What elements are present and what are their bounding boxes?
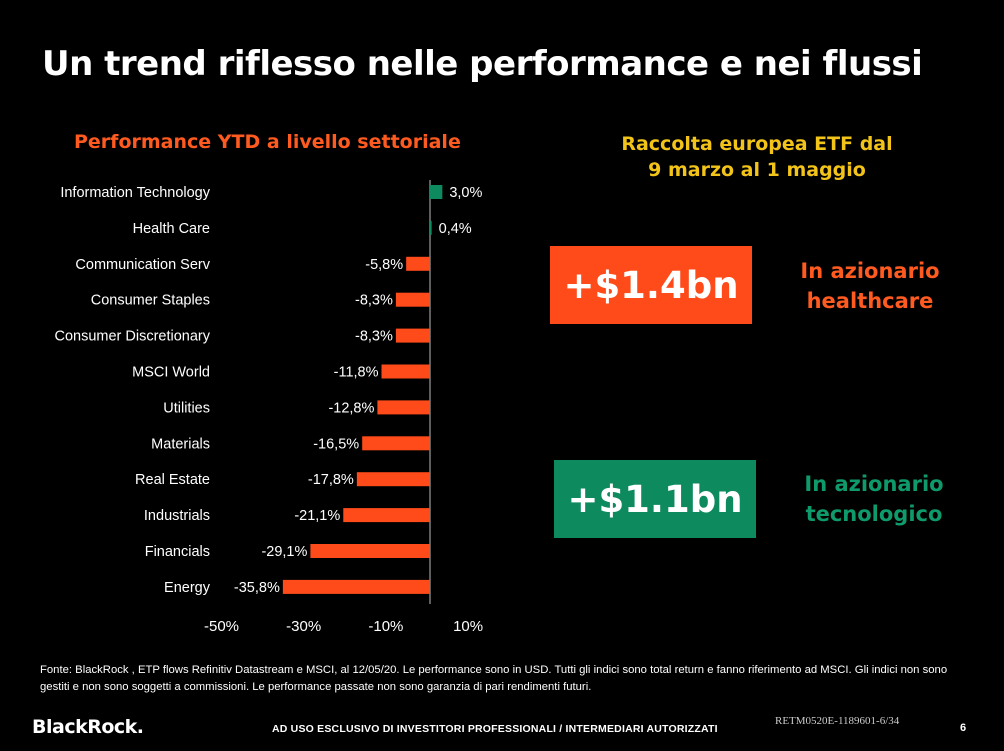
category-label: Health Care xyxy=(133,221,210,237)
disclaimer-text: AD USO ESCLUSIVO DI INVESTITORI PROFESSI… xyxy=(272,723,718,735)
document-code: RETM0520E-1189601-6/34 xyxy=(775,715,900,727)
bar-1 xyxy=(430,220,432,235)
value-label: -12,8% xyxy=(328,400,374,416)
bar-8 xyxy=(356,472,430,487)
x-tick-label: -10% xyxy=(368,618,403,635)
category-label: MSCI World xyxy=(132,365,210,381)
value-label: -35,8% xyxy=(234,580,280,596)
bar-4 xyxy=(395,328,430,343)
category-label: Real Estate xyxy=(135,472,210,488)
healthcare-flow-label-line2: healthcare xyxy=(806,289,934,313)
category-label: Information Technology xyxy=(60,185,210,201)
category-label: Consumer Discretionary xyxy=(54,329,210,345)
tech-flow-label: In azionario tecnologico xyxy=(774,469,974,529)
healthcare-flow-label: In azionario healthcare xyxy=(770,256,970,316)
bar-11 xyxy=(282,579,430,594)
category-label: Utilities xyxy=(163,400,210,416)
bar-6 xyxy=(377,400,430,415)
page-number: 6 xyxy=(960,722,967,734)
value-label: -8,3% xyxy=(355,329,393,345)
category-label: Materials xyxy=(151,436,210,452)
category-label: Energy xyxy=(164,580,211,596)
tech-flow-value: +$1.1bn xyxy=(554,460,756,538)
category-label: Industrials xyxy=(144,508,210,524)
x-tick-label: -50% xyxy=(204,618,239,635)
blackrock-logo: BlackRock. xyxy=(32,716,144,738)
sector-performance-chart: Information Technology 3,0% Health Care 0,4… xyxy=(54,180,483,635)
flows-heading-line1: Raccolta europea ETF dal xyxy=(621,133,893,155)
value-label: 0,4% xyxy=(439,221,472,237)
source-note: Fonte: BlackRock , ETP flows Refinitiv D… xyxy=(40,664,948,693)
category-label: Consumer Staples xyxy=(91,293,210,309)
bar-9 xyxy=(343,508,430,523)
healthcare-flow-value: +$1.4bn xyxy=(550,246,752,324)
value-label: -5,8% xyxy=(365,257,403,273)
healthcare-flow-label-line1: In azionario xyxy=(800,259,940,283)
x-tick-label: -30% xyxy=(286,618,321,635)
value-label: -17,8% xyxy=(308,472,354,488)
bar-2 xyxy=(406,256,430,271)
flows-heading: Raccolta europea ETF dal 9 marzo al 1 ma… xyxy=(602,131,912,183)
x-tick-label: 10% xyxy=(453,618,483,635)
value-label: 3,0% xyxy=(449,185,482,201)
tech-flow-label-line1: In azionario xyxy=(804,472,944,496)
bar-3 xyxy=(395,292,430,307)
category-label: Communication Serv xyxy=(75,257,210,273)
tech-flow-label-line2: tecnologico xyxy=(805,502,943,526)
value-label: -16,5% xyxy=(313,436,359,452)
bar-0 xyxy=(430,185,443,199)
chart-heading: Performance YTD a livello settoriale xyxy=(74,131,461,153)
value-label: -29,1% xyxy=(261,544,307,560)
value-label: -21,1% xyxy=(294,508,340,524)
slide-title: Un trend riflesso nelle performance e ne… xyxy=(42,44,923,84)
value-label: -11,8% xyxy=(334,365,379,381)
bar-10 xyxy=(310,544,430,558)
category-label: Financials xyxy=(145,544,210,560)
bar-7 xyxy=(362,436,430,451)
flows-heading-line2: 9 marzo al 1 maggio xyxy=(648,159,866,181)
bar-5 xyxy=(381,364,430,379)
value-label: -8,3% xyxy=(355,293,393,309)
